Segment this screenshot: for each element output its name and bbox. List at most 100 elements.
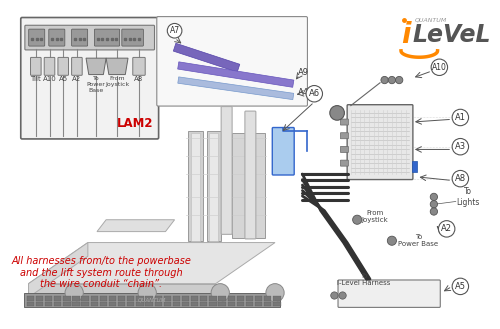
FancyBboxPatch shape: [245, 111, 256, 239]
Bar: [412, 161, 416, 172]
Polygon shape: [106, 58, 128, 75]
Circle shape: [438, 221, 455, 237]
FancyBboxPatch shape: [21, 17, 158, 139]
Circle shape: [388, 236, 396, 245]
Bar: [273, 302, 280, 307]
Circle shape: [452, 109, 468, 126]
Circle shape: [381, 76, 388, 84]
Bar: [45, 302, 52, 307]
Bar: [264, 302, 272, 307]
FancyBboxPatch shape: [272, 128, 294, 175]
FancyBboxPatch shape: [133, 57, 145, 75]
Bar: [54, 302, 62, 307]
FancyBboxPatch shape: [58, 57, 68, 75]
Text: A10: A10: [432, 63, 447, 72]
Bar: [232, 133, 246, 238]
Bar: [182, 302, 189, 307]
Bar: [264, 296, 272, 301]
Circle shape: [138, 284, 156, 302]
Text: QUANTUM: QUANTUM: [138, 297, 166, 303]
Bar: [100, 296, 107, 301]
Text: A8: A8: [455, 174, 466, 183]
Bar: [24, 293, 280, 307]
Polygon shape: [97, 220, 174, 232]
FancyBboxPatch shape: [28, 29, 45, 46]
Bar: [164, 302, 171, 307]
Circle shape: [339, 292, 346, 299]
Text: A7: A7: [170, 26, 179, 35]
Text: A1: A1: [455, 113, 466, 122]
Bar: [246, 302, 253, 307]
Bar: [200, 296, 207, 301]
Circle shape: [266, 284, 284, 302]
Text: A10: A10: [42, 76, 56, 82]
Bar: [236, 296, 244, 301]
Bar: [63, 296, 70, 301]
Bar: [191, 302, 198, 307]
Bar: [54, 296, 62, 301]
Text: To
Power Base: To Power Base: [398, 234, 438, 247]
Bar: [210, 296, 216, 301]
Bar: [255, 296, 262, 301]
Text: A5: A5: [58, 76, 68, 82]
Bar: [72, 302, 80, 307]
Bar: [72, 296, 80, 301]
FancyBboxPatch shape: [49, 29, 65, 46]
Circle shape: [452, 170, 468, 187]
FancyBboxPatch shape: [340, 119, 348, 125]
Polygon shape: [178, 62, 294, 87]
Text: A5: A5: [455, 282, 466, 291]
Bar: [82, 296, 89, 301]
Text: LeVeL: LeVeL: [413, 23, 492, 47]
Bar: [136, 302, 143, 307]
Bar: [136, 296, 143, 301]
Bar: [191, 296, 198, 301]
Bar: [188, 131, 203, 241]
Bar: [164, 296, 171, 301]
Text: A8: A8: [134, 76, 143, 82]
Bar: [127, 296, 134, 301]
Polygon shape: [28, 284, 216, 297]
Circle shape: [211, 284, 230, 302]
FancyBboxPatch shape: [157, 16, 308, 106]
Text: A2: A2: [72, 76, 82, 82]
Bar: [218, 302, 226, 307]
Circle shape: [306, 86, 322, 102]
Bar: [90, 296, 98, 301]
Bar: [246, 296, 253, 301]
Bar: [154, 296, 162, 301]
Bar: [210, 133, 218, 241]
Text: From
Joystick: From Joystick: [362, 211, 388, 223]
Bar: [210, 302, 216, 307]
FancyBboxPatch shape: [72, 29, 88, 46]
Text: A9: A9: [298, 68, 309, 77]
Text: To
Lights: To Lights: [456, 187, 479, 207]
Bar: [45, 296, 52, 301]
Circle shape: [352, 215, 362, 224]
Bar: [36, 296, 43, 301]
Bar: [146, 296, 152, 301]
Bar: [191, 133, 200, 241]
Bar: [228, 302, 235, 307]
Bar: [90, 302, 98, 307]
Bar: [236, 302, 244, 307]
Circle shape: [330, 292, 338, 299]
Bar: [118, 296, 126, 301]
Text: To
I-Level Harness: To I-Level Harness: [337, 273, 390, 286]
Bar: [26, 296, 34, 301]
Bar: [255, 302, 262, 307]
Bar: [146, 302, 152, 307]
Bar: [173, 296, 180, 301]
Text: A6: A6: [308, 89, 320, 98]
Text: i: i: [401, 21, 410, 49]
Text: QUANTUM: QUANTUM: [414, 18, 447, 23]
Circle shape: [452, 139, 468, 155]
Circle shape: [430, 193, 438, 201]
Polygon shape: [86, 58, 106, 75]
Bar: [36, 302, 43, 307]
Text: A3: A3: [455, 142, 466, 151]
FancyBboxPatch shape: [338, 280, 440, 307]
Bar: [206, 131, 221, 241]
Bar: [26, 302, 34, 307]
FancyBboxPatch shape: [221, 107, 232, 234]
